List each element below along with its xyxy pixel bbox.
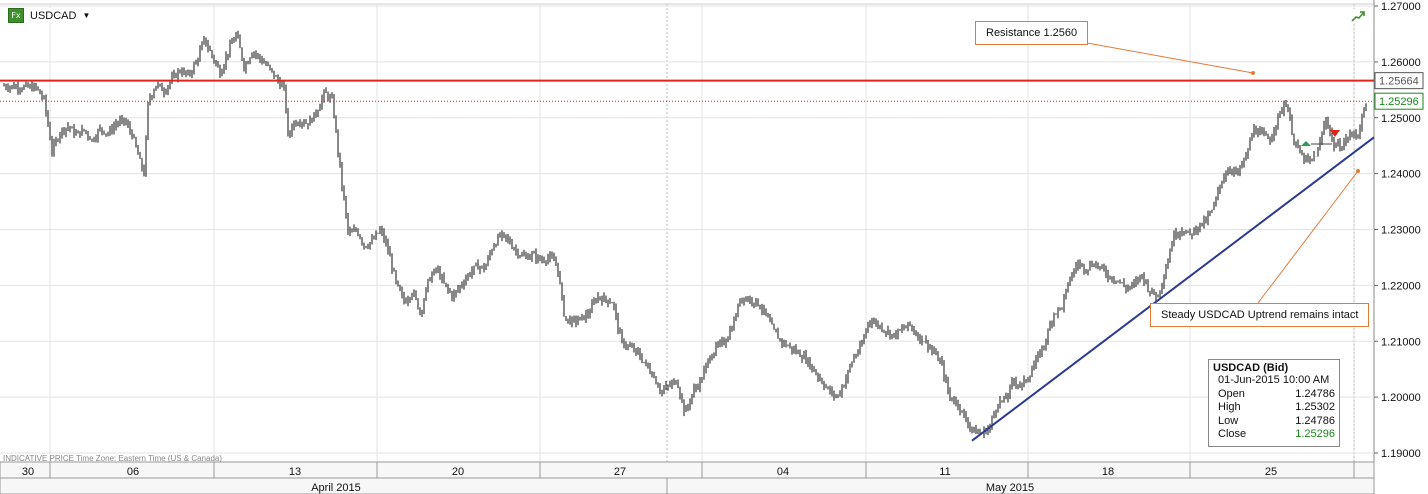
last-price-tag-box [1374, 92, 1424, 110]
resistance-price-tag-box [1374, 72, 1424, 90]
ohlc-info-box: USDCAD (Bid) 01-Jun-2015 10:00 AM Open 1.… [1208, 359, 1340, 447]
x-month-label: April 2015 [311, 482, 361, 494]
resistance-annotation-anchor [1251, 71, 1255, 75]
info-box-title: USDCAD (Bid) [1213, 362, 1289, 374]
y-tick-label: 1.22000 [1381, 280, 1421, 292]
y-tick-label: 1.23000 [1381, 225, 1421, 237]
symbol-selector[interactable]: Fx USDCAD ▼ [8, 8, 91, 23]
resistance-annotation: Resistance 1.2560 [975, 21, 1089, 45]
x-tick-label: 27 [614, 466, 626, 478]
y-tick-label: 1.19000 [1381, 448, 1421, 460]
x-tick-label: 04 [777, 466, 789, 478]
resistance-annotation-connector [1086, 42, 1254, 74]
resistance-price-tag-label: 1.25664 [1379, 76, 1419, 88]
uptrend-annotation-anchor [1356, 169, 1360, 173]
info-row-high: High 1.25302 [1218, 401, 1335, 413]
y-tick-label: 1.21000 [1381, 336, 1421, 348]
x-tick-label: 20 [452, 466, 464, 478]
caret-down-icon[interactable]: ▼ [82, 11, 91, 20]
x-tick-label: 25 [1265, 466, 1277, 478]
symbol-label: USDCAD [30, 9, 77, 22]
uptrend-line [971, 136, 1375, 442]
x-tick-label: 11 [939, 466, 950, 478]
info-row-close: Close 1.25296 [1218, 428, 1335, 440]
x-month-label: May 2015 [986, 482, 1034, 494]
y-tick-label: 1.25000 [1381, 113, 1421, 125]
x-tick-label: 13 [289, 466, 301, 478]
sell-marker [1330, 130, 1340, 137]
x-axis-month-band [0, 477, 1375, 494]
chart-footnote: INDICATIVE PRICE Time Zone: Eastern Time… [3, 454, 223, 463]
x-axis-day-band [0, 461, 1375, 479]
trend-up-icon[interactable] [1350, 9, 1366, 23]
last-price-tag-label: 1.25296 [1379, 96, 1419, 108]
x-tick-label: 30 [22, 466, 34, 478]
uptrend-annotation: Steady USDCAD Uptrend remains intact [1150, 303, 1370, 327]
fx-icon: Fx [8, 8, 24, 23]
y-tick-label: 1.20000 [1381, 392, 1421, 404]
uptrend-annotation-connector [1257, 170, 1359, 304]
info-row-open: Open 1.24786 [1218, 387, 1335, 400]
info-row-low: Low 1.24786 [1218, 414, 1335, 427]
buy-marker [1301, 141, 1311, 146]
x-tick-label: 06 [127, 466, 139, 478]
y-tick-label: 1.27000 [1381, 1, 1421, 13]
x-tick-label: 18 [1102, 466, 1114, 478]
y-tick-label: 1.24000 [1381, 169, 1421, 181]
y-tick-label: 1.26000 [1381, 57, 1421, 69]
info-box-datetime: 01-Jun-2015 10:00 AM [1218, 374, 1330, 386]
